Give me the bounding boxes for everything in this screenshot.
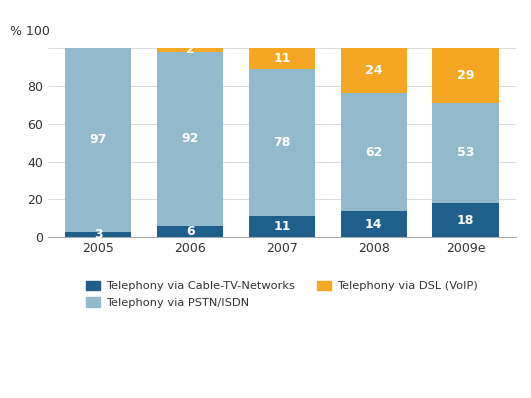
Text: % 100: % 100: [11, 25, 50, 38]
Text: 14: 14: [365, 218, 382, 230]
Text: 24: 24: [365, 64, 382, 77]
Bar: [65, 48, 132, 232]
Text: 11: 11: [273, 52, 290, 65]
Text: 18: 18: [457, 214, 474, 227]
Bar: [341, 93, 407, 211]
Legend: Telephony via Cable-TV-Networks, Telephony via PSTN/ISDN, Telephony via DSL (VoI: Telephony via Cable-TV-Networks, Telepho…: [82, 276, 482, 312]
Bar: [341, 211, 407, 237]
Bar: [157, 48, 223, 52]
Bar: [432, 48, 499, 103]
Text: 2: 2: [186, 43, 194, 56]
Bar: [157, 226, 223, 237]
Text: 92: 92: [182, 132, 199, 145]
Bar: [249, 217, 315, 237]
Text: 6: 6: [186, 225, 194, 238]
Bar: [249, 68, 315, 217]
Text: 97: 97: [90, 133, 107, 146]
Text: 3: 3: [94, 228, 102, 241]
Text: 11: 11: [273, 220, 290, 233]
Text: 62: 62: [365, 146, 382, 158]
Bar: [432, 203, 499, 237]
Text: 29: 29: [457, 69, 474, 82]
Text: 78: 78: [273, 136, 290, 149]
Bar: [65, 232, 132, 237]
Bar: [432, 103, 499, 203]
Text: 53: 53: [457, 146, 474, 160]
Bar: [341, 48, 407, 93]
Bar: [249, 48, 315, 68]
Bar: [157, 52, 223, 226]
